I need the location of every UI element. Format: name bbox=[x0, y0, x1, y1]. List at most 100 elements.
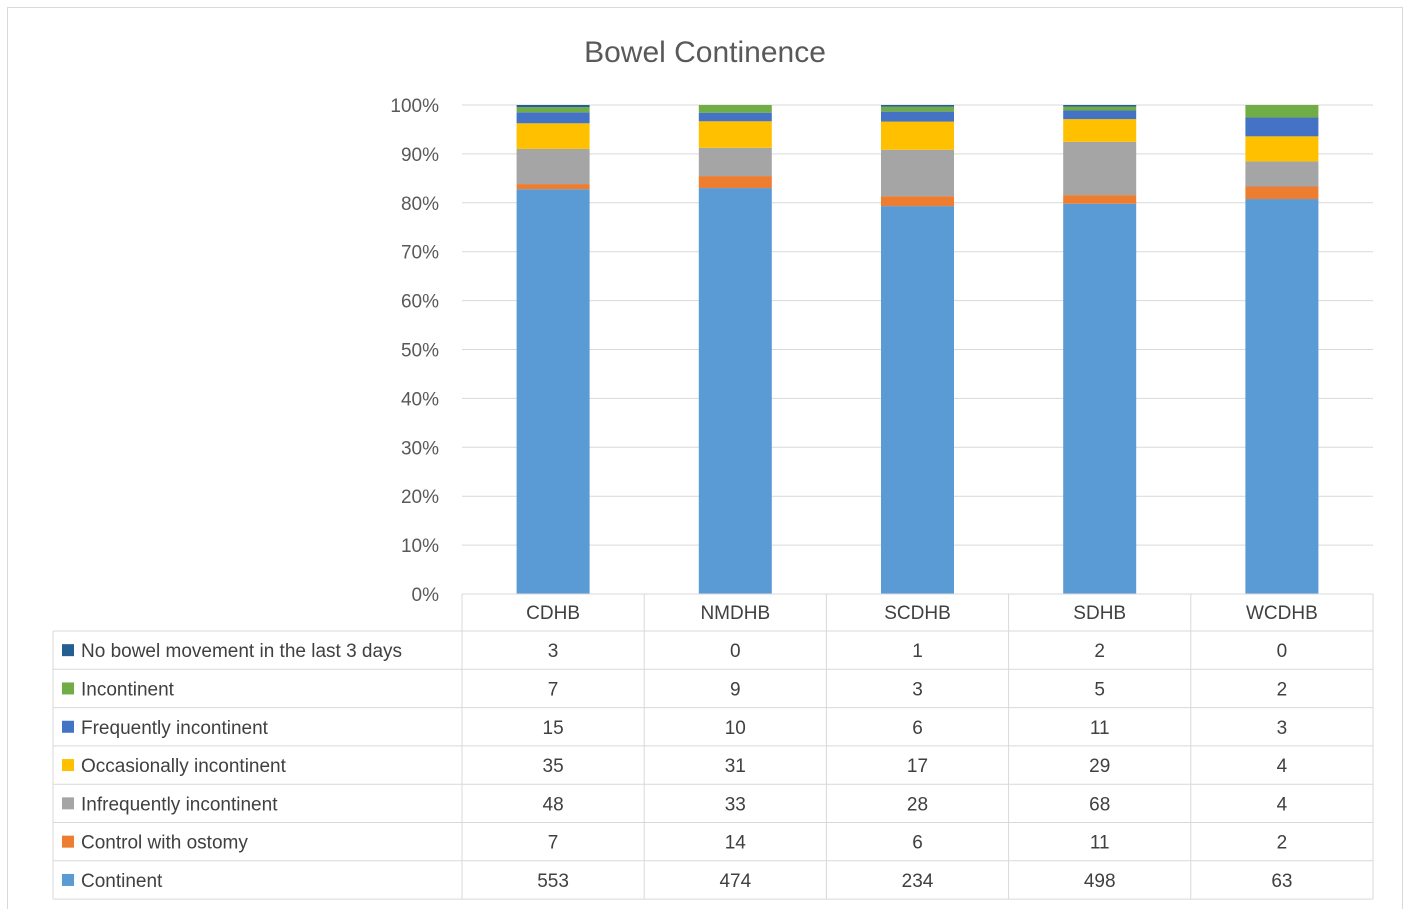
data-label: 5 bbox=[1094, 679, 1105, 700]
chart-title: Bowel Continence bbox=[584, 36, 826, 69]
legend-label: No bowel movement in the last 3 days bbox=[81, 641, 402, 662]
x-tick-label: CDHB bbox=[526, 603, 580, 624]
bar-segment bbox=[1063, 195, 1137, 204]
bar-segment bbox=[516, 148, 590, 185]
data-label: 1 bbox=[912, 641, 923, 662]
bar-segment bbox=[698, 176, 772, 189]
bar-segment bbox=[1245, 105, 1319, 118]
data-label: 10 bbox=[725, 718, 746, 739]
legend-swatch bbox=[62, 797, 74, 810]
bar-segment bbox=[516, 107, 590, 113]
legend-label: Occasionally incontinent bbox=[81, 756, 287, 777]
bar-segment bbox=[881, 196, 954, 207]
y-tick-label: 70% bbox=[401, 243, 439, 264]
data-label: 0 bbox=[730, 641, 741, 662]
legend-label: Frequently incontinent bbox=[81, 718, 269, 739]
legend-swatch bbox=[62, 682, 74, 695]
bar-segment bbox=[881, 106, 954, 112]
data-label: 11 bbox=[1090, 718, 1110, 739]
y-tick-label: 60% bbox=[401, 292, 439, 313]
data-label: 474 bbox=[719, 871, 751, 892]
y-tick-label: 40% bbox=[401, 389, 439, 410]
data-label: 6 bbox=[912, 833, 923, 854]
data-label: 33 bbox=[725, 794, 746, 815]
bar-segment bbox=[881, 121, 954, 150]
data-label: 7 bbox=[548, 679, 559, 700]
legend-label: Control with ostomy bbox=[81, 833, 248, 854]
data-label: 14 bbox=[725, 833, 747, 854]
data-label: 553 bbox=[537, 871, 569, 892]
bar-segment bbox=[516, 184, 590, 190]
bar-segment bbox=[516, 112, 590, 124]
data-label: 7 bbox=[548, 833, 559, 854]
bar-segment bbox=[1245, 117, 1319, 137]
bar-segment bbox=[516, 189, 590, 594]
legend-swatch bbox=[62, 759, 74, 772]
x-tick-label: WCDHB bbox=[1246, 603, 1318, 624]
x-tick-label: SCDHB bbox=[884, 603, 951, 624]
bar-segment bbox=[698, 147, 772, 177]
data-label: 3 bbox=[912, 679, 923, 700]
bar-segment bbox=[881, 149, 954, 197]
y-tick-label: 100% bbox=[390, 96, 439, 117]
bar-segment bbox=[1063, 119, 1137, 142]
data-label: 4 bbox=[1277, 794, 1288, 815]
legend-label: Incontinent bbox=[81, 679, 175, 700]
y-tick-label: 0% bbox=[412, 585, 440, 606]
x-tick-label: NMDHB bbox=[700, 603, 770, 624]
data-label: 2 bbox=[1094, 641, 1105, 662]
data-table: CDHB NMDHB SCDHB SDHB WCDHB No bowel movement… bbox=[52, 593, 1374, 900]
data-label: 9 bbox=[730, 679, 741, 700]
data-label: 0 bbox=[1277, 641, 1288, 662]
data-label: 2 bbox=[1277, 679, 1288, 700]
data-label: 28 bbox=[907, 794, 928, 815]
data-label: 4 bbox=[1277, 756, 1288, 777]
y-tick-label: 50% bbox=[401, 341, 439, 362]
data-label: 11 bbox=[1090, 833, 1110, 854]
data-label: 15 bbox=[543, 718, 564, 739]
data-label: 29 bbox=[1089, 756, 1110, 777]
legend-swatch bbox=[62, 720, 74, 733]
data-label: 498 bbox=[1084, 871, 1116, 892]
bar-segment bbox=[698, 121, 772, 148]
y-tick-label: 10% bbox=[401, 536, 439, 557]
bars bbox=[516, 105, 1319, 595]
bar-segment bbox=[698, 112, 772, 122]
bar-segment bbox=[1063, 105, 1137, 107]
y-tick-label: 30% bbox=[401, 438, 439, 459]
data-label: 17 bbox=[907, 756, 928, 777]
bar-segment bbox=[881, 111, 954, 122]
bar-segment bbox=[881, 206, 954, 595]
bar-segment bbox=[1063, 110, 1137, 120]
data-label: 234 bbox=[902, 871, 934, 892]
bar-segment bbox=[698, 188, 772, 594]
bar-segment bbox=[1245, 161, 1319, 187]
bar-segment bbox=[698, 105, 772, 113]
data-label: 48 bbox=[543, 794, 564, 815]
bar-segment bbox=[1245, 136, 1319, 162]
data-label: 31 bbox=[725, 756, 746, 777]
bar-segment bbox=[1245, 186, 1319, 200]
bar-segment bbox=[1063, 106, 1137, 111]
bar-segment bbox=[1245, 199, 1319, 595]
data-label: 35 bbox=[543, 756, 564, 777]
legend-label: Continent bbox=[81, 871, 163, 892]
y-tick-label: 80% bbox=[401, 194, 439, 215]
chart-frame bbox=[7, 7, 1403, 909]
x-tick-label: SDHB bbox=[1073, 603, 1126, 624]
y-tick-label: 90% bbox=[401, 145, 439, 166]
bar-segment bbox=[516, 105, 590, 108]
bar-segment bbox=[516, 123, 590, 149]
data-label: 3 bbox=[548, 641, 559, 662]
data-label: 6 bbox=[912, 718, 923, 739]
bar-segment bbox=[1063, 141, 1137, 196]
legend-label: Infrequently incontinent bbox=[81, 794, 278, 815]
legend-swatch bbox=[62, 873, 74, 886]
bar-segment bbox=[881, 105, 954, 107]
data-label: 68 bbox=[1089, 794, 1110, 815]
data-label: 63 bbox=[1271, 871, 1292, 892]
data-label: 3 bbox=[1277, 718, 1288, 739]
data-label: 2 bbox=[1277, 833, 1288, 854]
y-tick-label: 20% bbox=[401, 487, 439, 508]
